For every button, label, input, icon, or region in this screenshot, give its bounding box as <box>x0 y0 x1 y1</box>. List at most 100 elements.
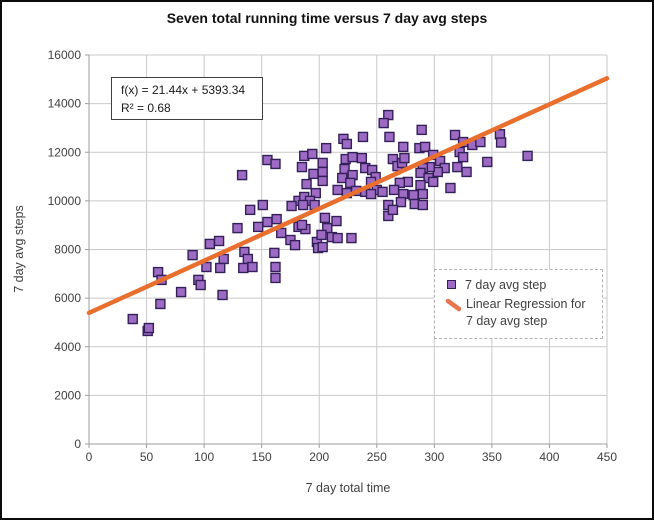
data-point <box>270 158 281 170</box>
data-point <box>270 272 281 284</box>
data-point <box>395 196 407 208</box>
x-tick-label: 0 <box>86 450 93 464</box>
data-point <box>201 261 212 273</box>
data-point <box>345 177 356 189</box>
x-tick-label: 50 <box>140 450 154 464</box>
data-point <box>377 186 388 198</box>
data-point <box>262 216 273 228</box>
data-point <box>271 213 282 225</box>
data-point <box>320 142 332 154</box>
y-tick-label: 0 <box>74 437 81 451</box>
data-point <box>187 249 198 261</box>
data-point <box>317 241 328 253</box>
data-point <box>416 124 427 136</box>
data-point <box>452 161 463 173</box>
data-point <box>332 232 343 244</box>
data-point <box>317 175 328 187</box>
data-point <box>378 117 389 129</box>
data-point <box>384 131 395 143</box>
y-axis-title: 7 day avg steps <box>12 205 26 293</box>
data-point <box>419 141 431 153</box>
data-point <box>236 169 248 181</box>
data-point <box>296 219 308 231</box>
data-point <box>270 261 281 273</box>
data-point <box>357 131 369 143</box>
data-point <box>213 235 225 247</box>
data-point <box>331 215 342 227</box>
data-point <box>310 187 321 199</box>
data-point <box>417 199 429 211</box>
data-point <box>143 322 155 334</box>
data-point <box>427 176 439 188</box>
data-point <box>175 286 187 298</box>
data-point <box>257 199 269 211</box>
data-point <box>346 232 357 244</box>
data-point <box>341 138 353 150</box>
data-point <box>286 200 297 212</box>
y-tick-label: 8000 <box>54 243 81 257</box>
data-point <box>461 166 472 178</box>
data-point <box>215 262 226 274</box>
data-point <box>218 253 229 265</box>
data-point <box>308 168 319 180</box>
data-point <box>276 227 287 239</box>
x-tick-label: 350 <box>482 450 502 464</box>
data-point <box>297 199 309 211</box>
data-point <box>253 221 264 233</box>
legend-item-scatter: 7 day avg step <box>445 277 598 293</box>
y-tick-label: 4000 <box>54 340 81 354</box>
data-point <box>217 289 228 301</box>
equation-text: f(x) = 21.44x + 5393.34 <box>121 83 246 97</box>
data-point <box>232 222 243 234</box>
data-point <box>394 177 405 189</box>
y-tick-label: 10000 <box>48 194 82 208</box>
legend-regression-label: Linear Regression for 7 day avg step <box>466 297 586 328</box>
y-tick-label: 6000 <box>54 291 81 305</box>
regression-line-icon <box>445 299 462 312</box>
equation-box: f(x) = 21.44x + 5393.34 R² = 0.68 <box>111 77 263 120</box>
scatter-series <box>127 109 533 337</box>
data-point <box>316 229 327 241</box>
data-point <box>365 188 377 200</box>
data-point <box>408 189 419 201</box>
x-tick-label: 400 <box>539 450 559 464</box>
data-point <box>301 178 312 190</box>
y-tick-label: 2000 <box>54 388 81 402</box>
data-point <box>269 247 280 259</box>
regression-line <box>86 76 610 316</box>
data-point <box>399 152 410 164</box>
x-tick-label: 450 <box>597 450 617 464</box>
x-axis-title: 7 day total time <box>305 481 391 495</box>
legend: 7 day avg step Linear Regression for 7 d… <box>434 269 603 339</box>
axes: 0 50 100 150 200 250 300 350 400 450 0 2000 4000 6000… <box>48 48 618 464</box>
data-point <box>417 188 429 200</box>
data-point <box>495 137 507 148</box>
data-point <box>332 184 343 196</box>
x-tick-label: 100 <box>194 450 214 464</box>
data-point <box>244 204 256 216</box>
chart-title: Seven total running time versus 7 day av… <box>166 10 488 26</box>
legend-scatter-label: 7 day avg step <box>465 278 547 292</box>
data-point <box>356 152 368 164</box>
data-point <box>289 239 301 251</box>
r-squared-text: R² = 0.68 <box>121 101 171 115</box>
x-tick-label: 150 <box>252 450 272 464</box>
y-tick-label: 14000 <box>48 97 82 111</box>
x-tick-label: 250 <box>367 450 387 464</box>
data-point <box>445 182 456 194</box>
data-point <box>457 151 469 163</box>
y-tick-label: 16000 <box>48 48 82 62</box>
data-point <box>238 262 249 274</box>
data-point <box>398 141 409 153</box>
data-point <box>415 179 426 191</box>
data-point <box>388 184 400 196</box>
data-point <box>387 204 399 216</box>
data-point <box>449 129 461 141</box>
data-point <box>319 212 331 224</box>
data-point <box>347 151 358 163</box>
scatter-marker-icon <box>447 280 456 289</box>
x-tick-label: 300 <box>424 450 444 464</box>
data-point <box>307 148 318 160</box>
